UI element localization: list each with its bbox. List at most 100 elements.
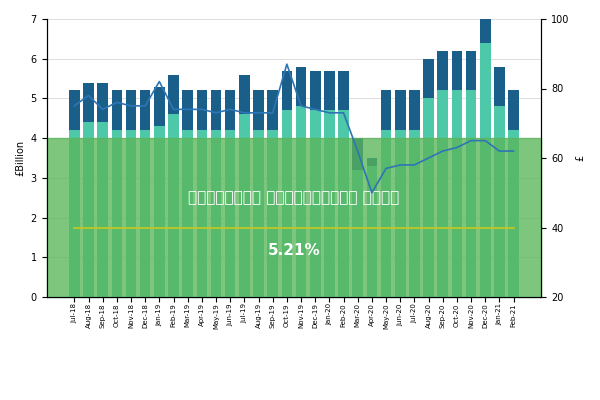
Average Debit Card PoS Expenditure (RHS) — [439, 225, 446, 230]
Bar — [281, 110, 292, 297]
Average Credit Card Expenditure (RHS) — [283, 62, 290, 66]
Bar — [437, 90, 448, 297]
Average Credit Card Expenditure (RHS) — [411, 162, 418, 167]
Bar — [211, 130, 221, 297]
Bar — [239, 114, 250, 297]
Bar — [268, 90, 278, 130]
Average Debit Card PoS Expenditure (RHS) — [156, 225, 163, 230]
Bar — [452, 51, 462, 90]
Bar — [409, 130, 419, 297]
Bar — [281, 71, 292, 110]
Bar — [324, 71, 335, 110]
Average Debit Card PoS Expenditure (RHS) — [425, 225, 432, 230]
Average Credit Card Expenditure (RHS) — [198, 107, 205, 112]
Average Debit Card PoS Expenditure (RHS) — [255, 225, 262, 230]
Bar — [381, 130, 391, 297]
Bar — [47, 138, 541, 297]
Bar — [182, 130, 193, 297]
Bar — [409, 90, 419, 130]
Bar — [225, 90, 235, 130]
Average Debit Card PoS Expenditure (RHS) — [85, 225, 92, 230]
Average Credit Card Expenditure (RHS) — [142, 104, 149, 108]
Average Credit Card Expenditure (RHS) — [99, 107, 106, 112]
Bar — [310, 110, 320, 297]
Bar — [352, 170, 363, 297]
Average Debit Card PoS Expenditure (RHS) — [241, 225, 248, 230]
Average Credit Card Expenditure (RHS) — [482, 138, 489, 143]
Average Credit Card Expenditure (RHS) — [354, 149, 361, 154]
Bar — [112, 90, 122, 130]
Average Debit Card PoS Expenditure (RHS) — [184, 225, 191, 230]
Bar — [253, 90, 264, 130]
Y-axis label: £Billion: £Billion — [15, 140, 25, 176]
Average Debit Card PoS Expenditure (RHS) — [397, 225, 404, 230]
Bar — [268, 130, 278, 297]
Average Credit Card Expenditure (RHS) — [510, 149, 517, 154]
Bar — [423, 59, 434, 98]
Bar — [480, 43, 491, 297]
Average Credit Card Expenditure (RHS) — [326, 110, 333, 115]
Bar — [338, 71, 349, 110]
Average Credit Card Expenditure (RHS) — [170, 107, 177, 112]
Average Debit Card PoS Expenditure (RHS) — [467, 225, 475, 230]
Bar — [239, 74, 250, 114]
Bar — [367, 166, 377, 297]
Average Credit Card Expenditure (RHS) — [425, 156, 432, 160]
Average Credit Card Expenditure (RHS) — [156, 79, 163, 84]
Line: Average Credit Card Expenditure (RHS): Average Credit Card Expenditure (RHS) — [74, 64, 514, 193]
Bar — [508, 90, 519, 130]
Average Credit Card Expenditure (RHS) — [184, 107, 191, 112]
Average Credit Card Expenditure (RHS) — [368, 190, 376, 195]
Bar — [352, 138, 363, 170]
Bar — [154, 126, 164, 297]
Bar — [381, 90, 391, 130]
Average Credit Card Expenditure (RHS) — [467, 138, 475, 143]
Bar — [168, 114, 179, 297]
Average Debit Card PoS Expenditure (RHS) — [227, 225, 234, 230]
Average Debit Card PoS Expenditure (RHS) — [113, 225, 121, 230]
Bar — [338, 110, 349, 297]
Average Debit Card PoS Expenditure (RHS) — [212, 225, 220, 230]
Bar — [423, 98, 434, 297]
Bar — [324, 110, 335, 297]
Average Credit Card Expenditure (RHS) — [241, 110, 248, 115]
Average Debit Card PoS Expenditure (RHS) — [340, 225, 347, 230]
Average Debit Card PoS Expenditure (RHS) — [71, 225, 78, 230]
Y-axis label: £: £ — [575, 155, 585, 161]
Average Debit Card PoS Expenditure (RHS) — [354, 225, 361, 230]
Average Credit Card Expenditure (RHS) — [255, 110, 262, 115]
Bar — [69, 90, 80, 130]
Bar — [395, 130, 406, 297]
Bar — [296, 106, 307, 297]
Average Debit Card PoS Expenditure (RHS) — [311, 225, 319, 230]
Average Credit Card Expenditure (RHS) — [397, 162, 404, 167]
Average Debit Card PoS Expenditure (RHS) — [510, 225, 517, 230]
Average Credit Card Expenditure (RHS) — [298, 104, 305, 108]
Bar — [83, 82, 94, 122]
Text: 股票配资如何回款 浩熙健康科技盘中异动 快速上涨: 股票配资如何回款 浩熙健康科技盘中异动 快速上涨 — [188, 191, 400, 206]
Average Credit Card Expenditure (RHS) — [453, 145, 460, 150]
Bar — [508, 130, 519, 297]
Average Debit Card PoS Expenditure (RHS) — [142, 225, 149, 230]
Bar — [125, 90, 136, 130]
Average Debit Card PoS Expenditure (RHS) — [283, 225, 290, 230]
Bar — [97, 82, 108, 122]
Bar — [296, 67, 307, 106]
Bar — [480, 3, 491, 43]
Average Debit Card PoS Expenditure (RHS) — [298, 225, 305, 230]
Average Credit Card Expenditure (RHS) — [127, 104, 134, 108]
Average Credit Card Expenditure (RHS) — [340, 110, 347, 115]
Bar — [154, 86, 164, 126]
Bar — [112, 130, 122, 297]
Average Credit Card Expenditure (RHS) — [212, 110, 220, 115]
Bar — [437, 51, 448, 90]
Bar — [140, 130, 151, 297]
Bar — [197, 90, 207, 130]
Bar — [97, 122, 108, 297]
Bar — [395, 90, 406, 130]
Bar — [83, 122, 94, 297]
Text: 5.21%: 5.21% — [268, 244, 320, 258]
Average Debit Card PoS Expenditure (RHS) — [482, 225, 489, 230]
Bar — [168, 74, 179, 114]
Average Credit Card Expenditure (RHS) — [382, 166, 389, 171]
